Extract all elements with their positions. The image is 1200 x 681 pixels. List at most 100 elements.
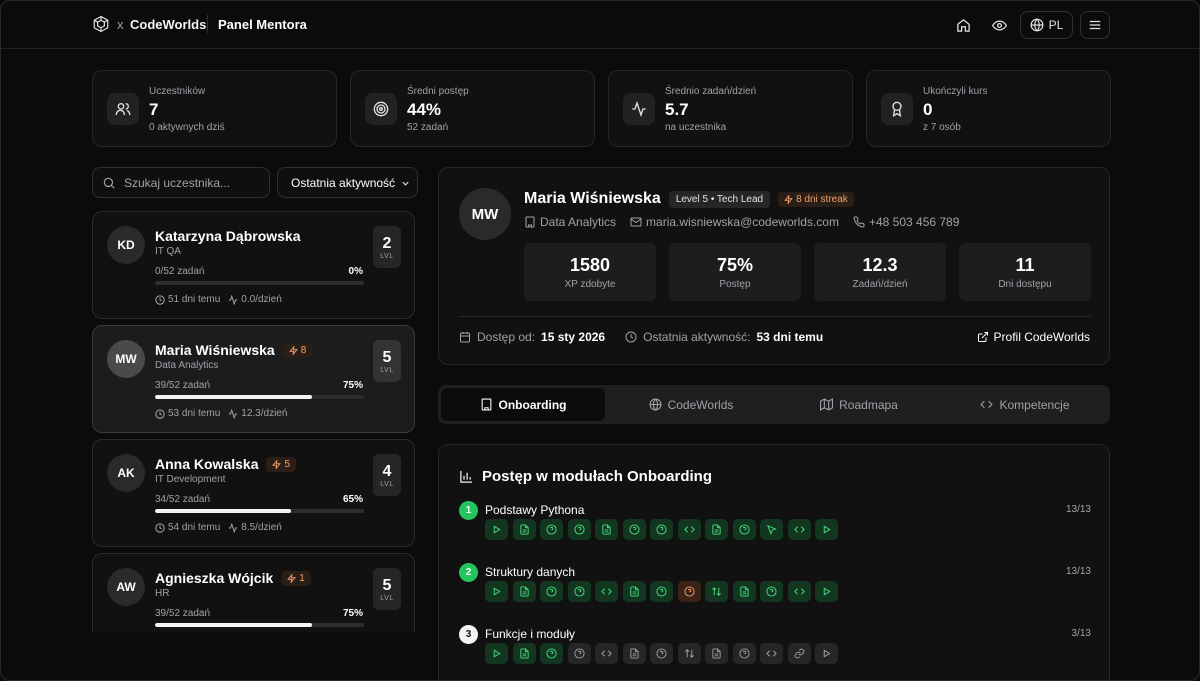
bar-chart-icon xyxy=(460,470,473,483)
lesson-chip-quiz[interactable] xyxy=(650,519,673,540)
lesson-chip-quiz[interactable] xyxy=(760,581,783,602)
lesson-chip-doc[interactable] xyxy=(705,643,728,664)
lesson-chip-code[interactable] xyxy=(595,643,618,664)
profile-phone[interactable]: +48 503 456 789 xyxy=(868,215,960,229)
participant-percent: 65% xyxy=(342,494,363,505)
lesson-chip-doc[interactable] xyxy=(595,519,618,540)
participant-tasks: 39/52 zadań xyxy=(155,380,211,391)
lesson-chip-play[interactable] xyxy=(485,581,508,602)
lesson-chip-play[interactable] xyxy=(815,519,838,540)
lesson-chip-quiz[interactable] xyxy=(540,519,563,540)
lesson-chip-quiz[interactable] xyxy=(567,643,591,664)
zap-icon xyxy=(784,194,793,204)
sort-selected-label: Ostatnia aktywność xyxy=(291,175,396,190)
lesson-chip-doc[interactable] xyxy=(512,581,536,602)
map-icon xyxy=(820,398,834,411)
home-button[interactable] xyxy=(952,11,974,39)
level-badge: 5 LVL xyxy=(373,340,401,382)
lesson-chip-doc[interactable] xyxy=(705,519,728,540)
participant-card[interactable]: KD Katarzyna Dąbrowska IT QA 0/52 zadań … xyxy=(92,211,415,319)
lesson-chip-code[interactable] xyxy=(595,581,618,602)
quiz-icon xyxy=(656,586,667,597)
lesson-chip-code[interactable] xyxy=(787,581,811,602)
lesson-chip-doc[interactable] xyxy=(622,643,646,664)
tab-roadmap[interactable]: Roadmapa xyxy=(777,388,941,421)
activity-label: Ostatnia aktywność: xyxy=(643,330,751,344)
code-icon xyxy=(601,588,612,595)
lesson-chip-code[interactable] xyxy=(787,519,811,540)
avatar: AK xyxy=(107,454,145,492)
level-label: LVL xyxy=(380,252,394,260)
activity-icon xyxy=(229,522,238,533)
lesson-chip-link[interactable] xyxy=(787,643,811,664)
profile-card: MW Maria Wiśniewska Level 5 • Tech Lead … xyxy=(438,167,1110,365)
sort-select[interactable]: Ostatnia aktywność xyxy=(277,167,418,198)
lesson-chip-code[interactable] xyxy=(760,643,783,664)
participant-card[interactable]: MW Maria Wiśniewska 8 Data Analytics 39/5… xyxy=(92,325,415,433)
lesson-chip-quiz[interactable] xyxy=(732,519,756,540)
participant-meta: 53 dni temu 12.3/dzień xyxy=(155,408,287,419)
streak-count: 5 xyxy=(284,458,291,470)
module-number: 1 xyxy=(459,501,478,520)
lesson-chip-quiz[interactable] xyxy=(540,643,563,664)
lesson-chip-quiz[interactable] xyxy=(540,581,563,602)
lesson-chip-quiz[interactable] xyxy=(650,643,673,664)
building-icon xyxy=(525,216,535,228)
lesson-chip-doc[interactable] xyxy=(512,519,536,540)
lesson-chip-quiz[interactable] xyxy=(677,581,701,602)
code-icon xyxy=(601,650,612,657)
brand-name[interactable]: CodeWorlds xyxy=(130,17,207,32)
last-activity: 51 dni temu xyxy=(168,294,221,305)
lesson-chip-doc[interactable] xyxy=(512,643,536,664)
codeworlds-profile-link[interactable]: Profil CodeWorlds xyxy=(977,330,1090,344)
code-icon xyxy=(683,526,695,533)
building-icon xyxy=(481,398,491,411)
participant-card[interactable]: AK Anna Kowalska 5 IT Development 34/52 z… xyxy=(92,439,415,547)
doc-icon xyxy=(519,524,529,535)
access-label: Dostęp od: xyxy=(477,330,536,344)
stat-label: Uczestników xyxy=(149,86,206,97)
lesson-chip-code[interactable] xyxy=(677,519,701,540)
lesson-chip-quiz[interactable] xyxy=(622,519,646,540)
lesson-chip-quiz[interactable] xyxy=(650,581,673,602)
lesson-chip-cursor[interactable] xyxy=(760,519,783,540)
lesson-chip-play[interactable] xyxy=(815,643,838,664)
panel-title: Panel Mentora xyxy=(218,17,307,32)
participant-meta: 51 dni temu 0.0/dzień xyxy=(155,294,282,305)
menu-button[interactable] xyxy=(1080,11,1110,39)
level-number: 5 xyxy=(382,348,392,366)
progress-bar xyxy=(155,623,364,627)
doc-icon xyxy=(519,648,529,659)
lesson-chip-play[interactable] xyxy=(485,643,508,664)
lesson-chip-play[interactable] xyxy=(485,519,508,540)
logo-icon xyxy=(93,15,109,33)
lesson-chip-sort[interactable] xyxy=(677,643,701,664)
search-input[interactable] xyxy=(124,175,264,190)
zap-icon xyxy=(287,573,297,583)
lesson-chip-quiz[interactable] xyxy=(567,581,591,602)
module-name: Podstawy Pythona xyxy=(485,503,585,517)
lesson-chip-quiz[interactable] xyxy=(567,519,591,540)
play-icon xyxy=(493,587,501,596)
lesson-chip-quiz[interactable] xyxy=(732,643,756,664)
quiz-icon xyxy=(766,586,777,597)
calendar-icon xyxy=(460,332,470,343)
progress-bar xyxy=(155,395,364,399)
lesson-chip-sort[interactable] xyxy=(705,581,728,602)
participant-card[interactable]: AW Agnieszka Wójcik 1 HR 39/52 zadań 75% … xyxy=(92,553,415,632)
activity-value: 53 dni temu xyxy=(756,330,824,344)
profile-email[interactable]: maria.wisniewska@codeworlds.com xyxy=(646,215,839,229)
tab-onboarding[interactable]: Onboarding xyxy=(441,388,605,421)
profile-name: Maria Wiśniewska xyxy=(524,190,661,207)
lesson-chip-doc[interactable] xyxy=(622,581,646,602)
preview-button[interactable] xyxy=(988,11,1010,39)
stat-card-tasks-per-day: Średnio zadań/dzień 5.7 na uczestnika xyxy=(608,70,853,147)
participant-name: Anna Kowalska xyxy=(155,456,259,472)
tab-codeworlds[interactable]: CodeWorlds xyxy=(609,388,773,421)
lesson-chip-play[interactable] xyxy=(815,581,838,602)
last-activity: 53 dni temu xyxy=(168,408,221,419)
kpi-progress: 75% Postęp xyxy=(669,243,801,301)
lesson-chip-doc[interactable] xyxy=(732,581,756,602)
language-button[interactable]: PL xyxy=(1020,11,1073,39)
tab-competencies[interactable]: Kompetencje xyxy=(943,388,1107,421)
